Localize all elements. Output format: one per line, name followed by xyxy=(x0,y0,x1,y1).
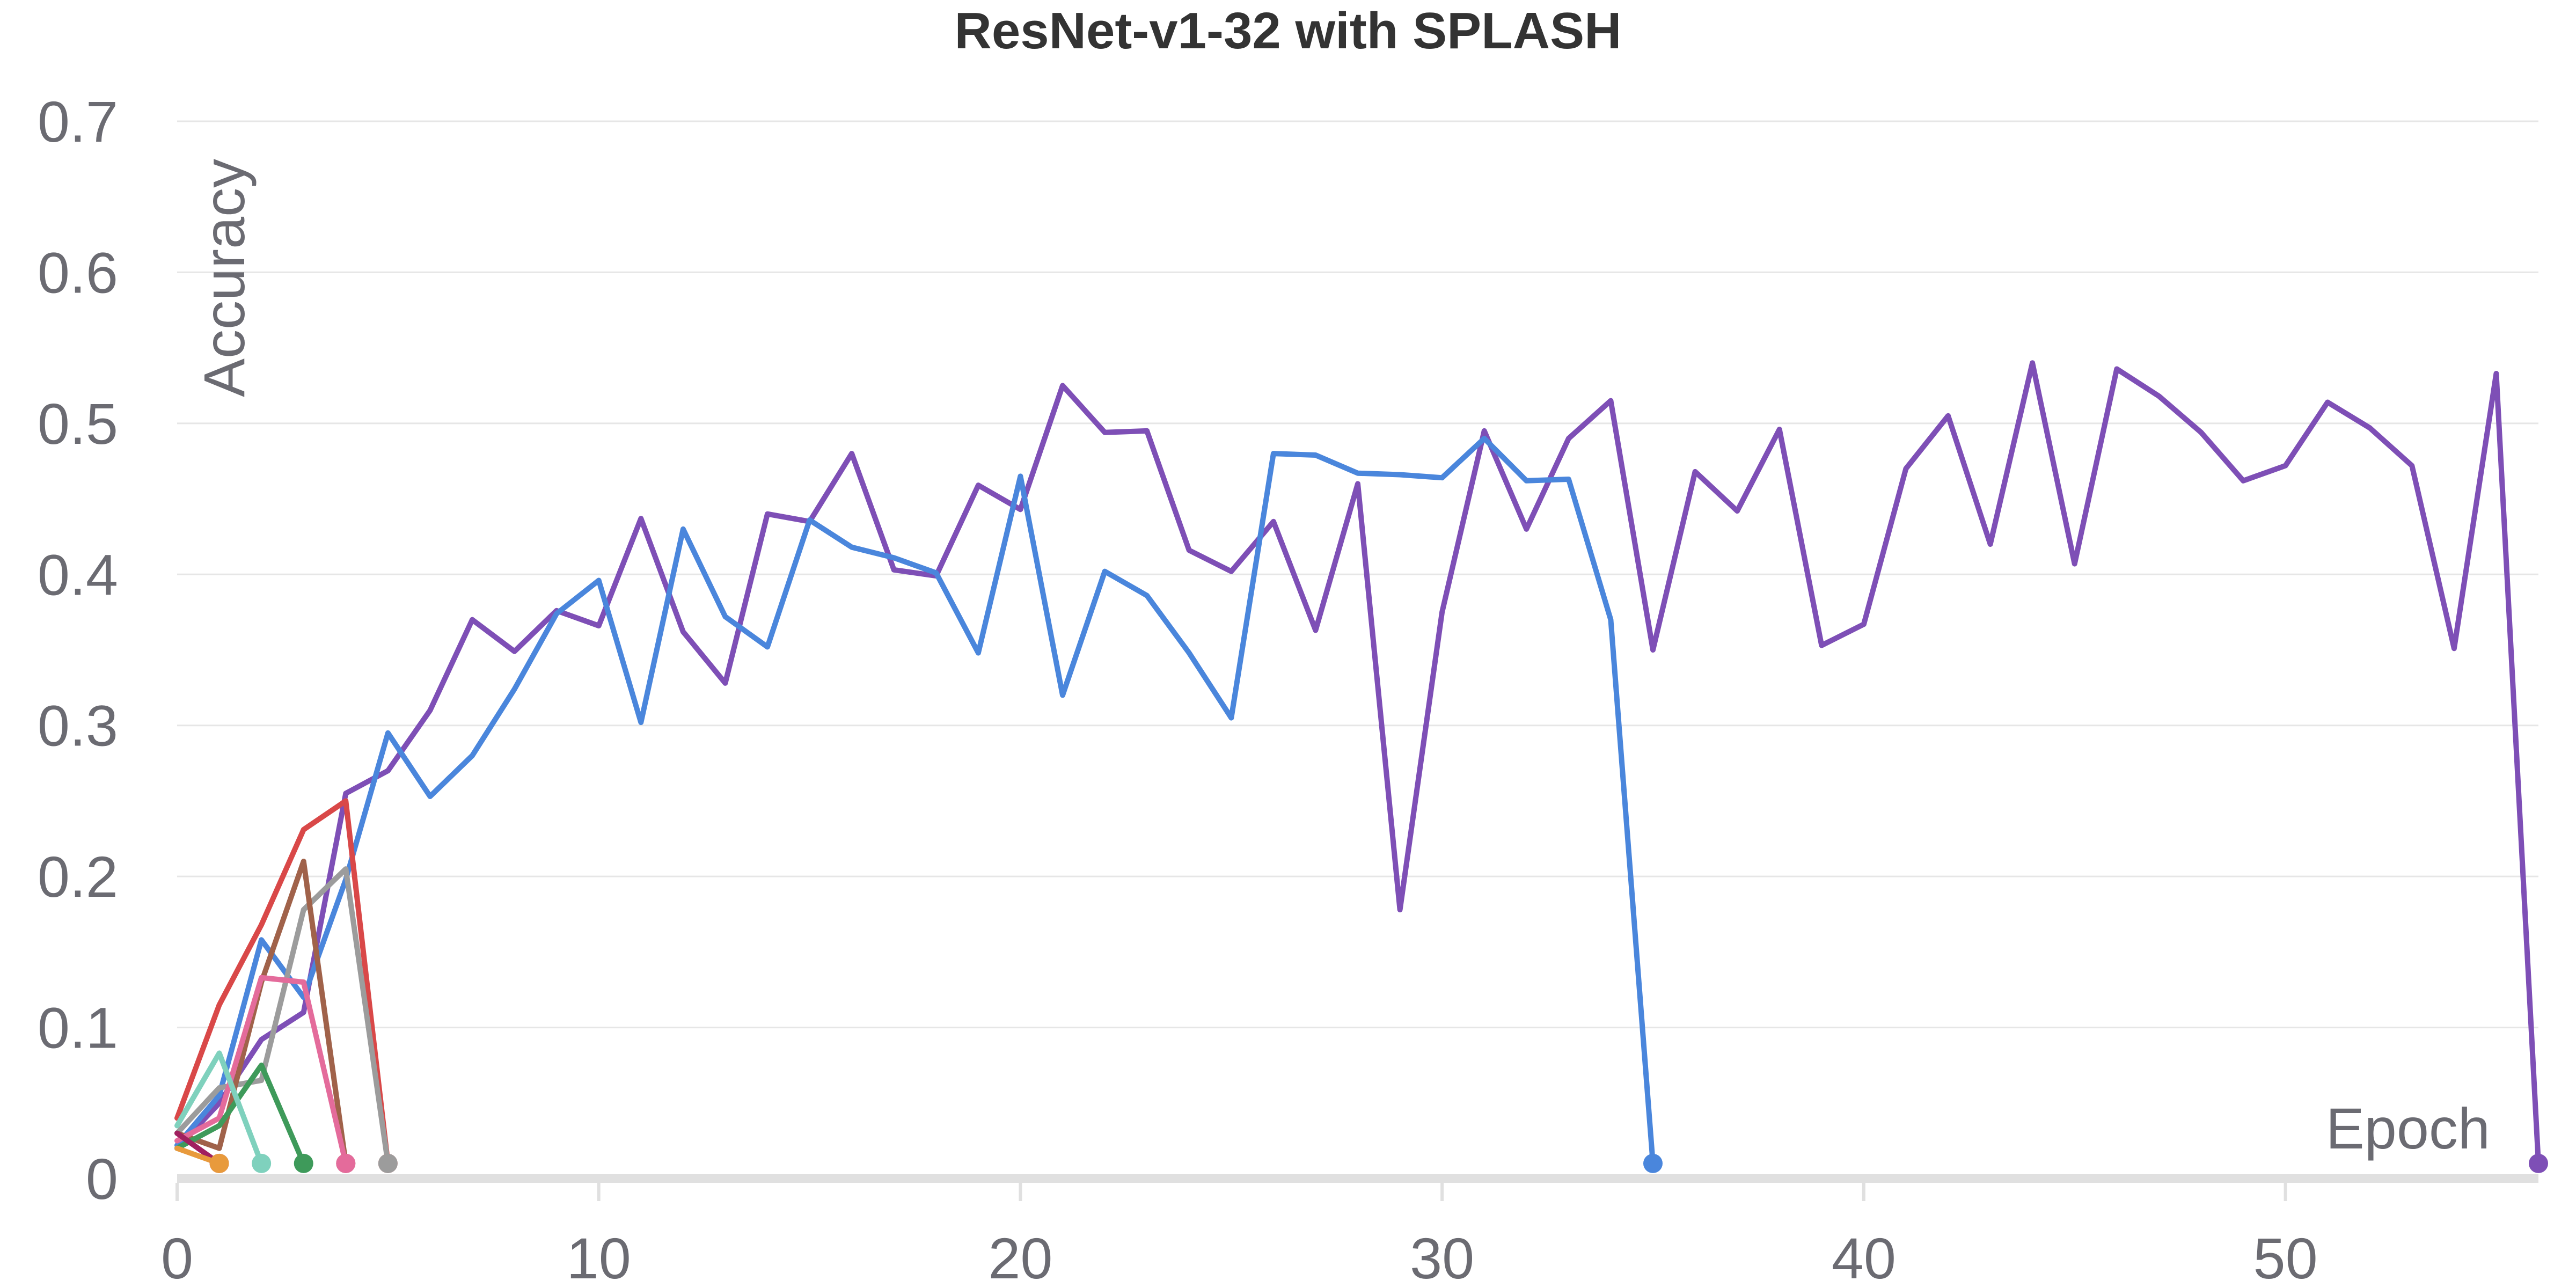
series-end-marker-10 xyxy=(209,1153,229,1173)
y-tick-label: 0.3 xyxy=(38,693,118,758)
axes: 0 0.1 0.2 0.3 0.4 0.5 0.6 0.7 0 10 20 30 40 50 xyxy=(38,89,2538,1288)
x-tick-label: 0 xyxy=(161,1226,193,1288)
series-end-marker-1 xyxy=(2529,1153,2548,1173)
y-tick-label: 0.4 xyxy=(38,542,118,607)
y-tick-label: 0.1 xyxy=(38,996,118,1060)
series-line-8 xyxy=(174,1050,265,1166)
series-line-3 xyxy=(174,798,391,1166)
series-end-marker-8 xyxy=(252,1153,272,1173)
x-tick-label: 40 xyxy=(1832,1226,1896,1288)
x-axis-label: Epoch xyxy=(2326,1096,2490,1161)
chart-title: ResNet-v1-32 with SPLASH xyxy=(955,2,1622,60)
x-tick-label: 30 xyxy=(1410,1226,1474,1288)
x-tick-label: 10 xyxy=(567,1226,631,1288)
y-tick-label: 0 xyxy=(86,1146,118,1211)
x-tick-label: 50 xyxy=(2253,1226,2318,1288)
series-line-7 xyxy=(174,1062,306,1166)
series-line-4 xyxy=(174,866,391,1166)
series-line-2 xyxy=(174,436,1656,1166)
y-tick-label: 0.5 xyxy=(38,391,118,456)
y-tick-label: 0.6 xyxy=(38,240,118,305)
series-line-6 xyxy=(174,975,349,1166)
series-lines xyxy=(174,360,2541,1166)
series-end-marker-6 xyxy=(336,1153,356,1173)
series-end-marker-7 xyxy=(294,1153,313,1173)
series-end-marker-4 xyxy=(378,1153,398,1173)
y-tick-label: 0.2 xyxy=(38,844,118,909)
end-markers xyxy=(209,1153,2548,1173)
y-tick-label: 0.7 xyxy=(38,89,118,154)
grid-lines xyxy=(177,120,2538,1029)
y-axis-label: Accuracy xyxy=(192,159,257,397)
series-end-marker-2 xyxy=(1643,1153,1663,1173)
x-tick-label: 20 xyxy=(988,1226,1052,1288)
series-line-1 xyxy=(174,360,2541,1166)
